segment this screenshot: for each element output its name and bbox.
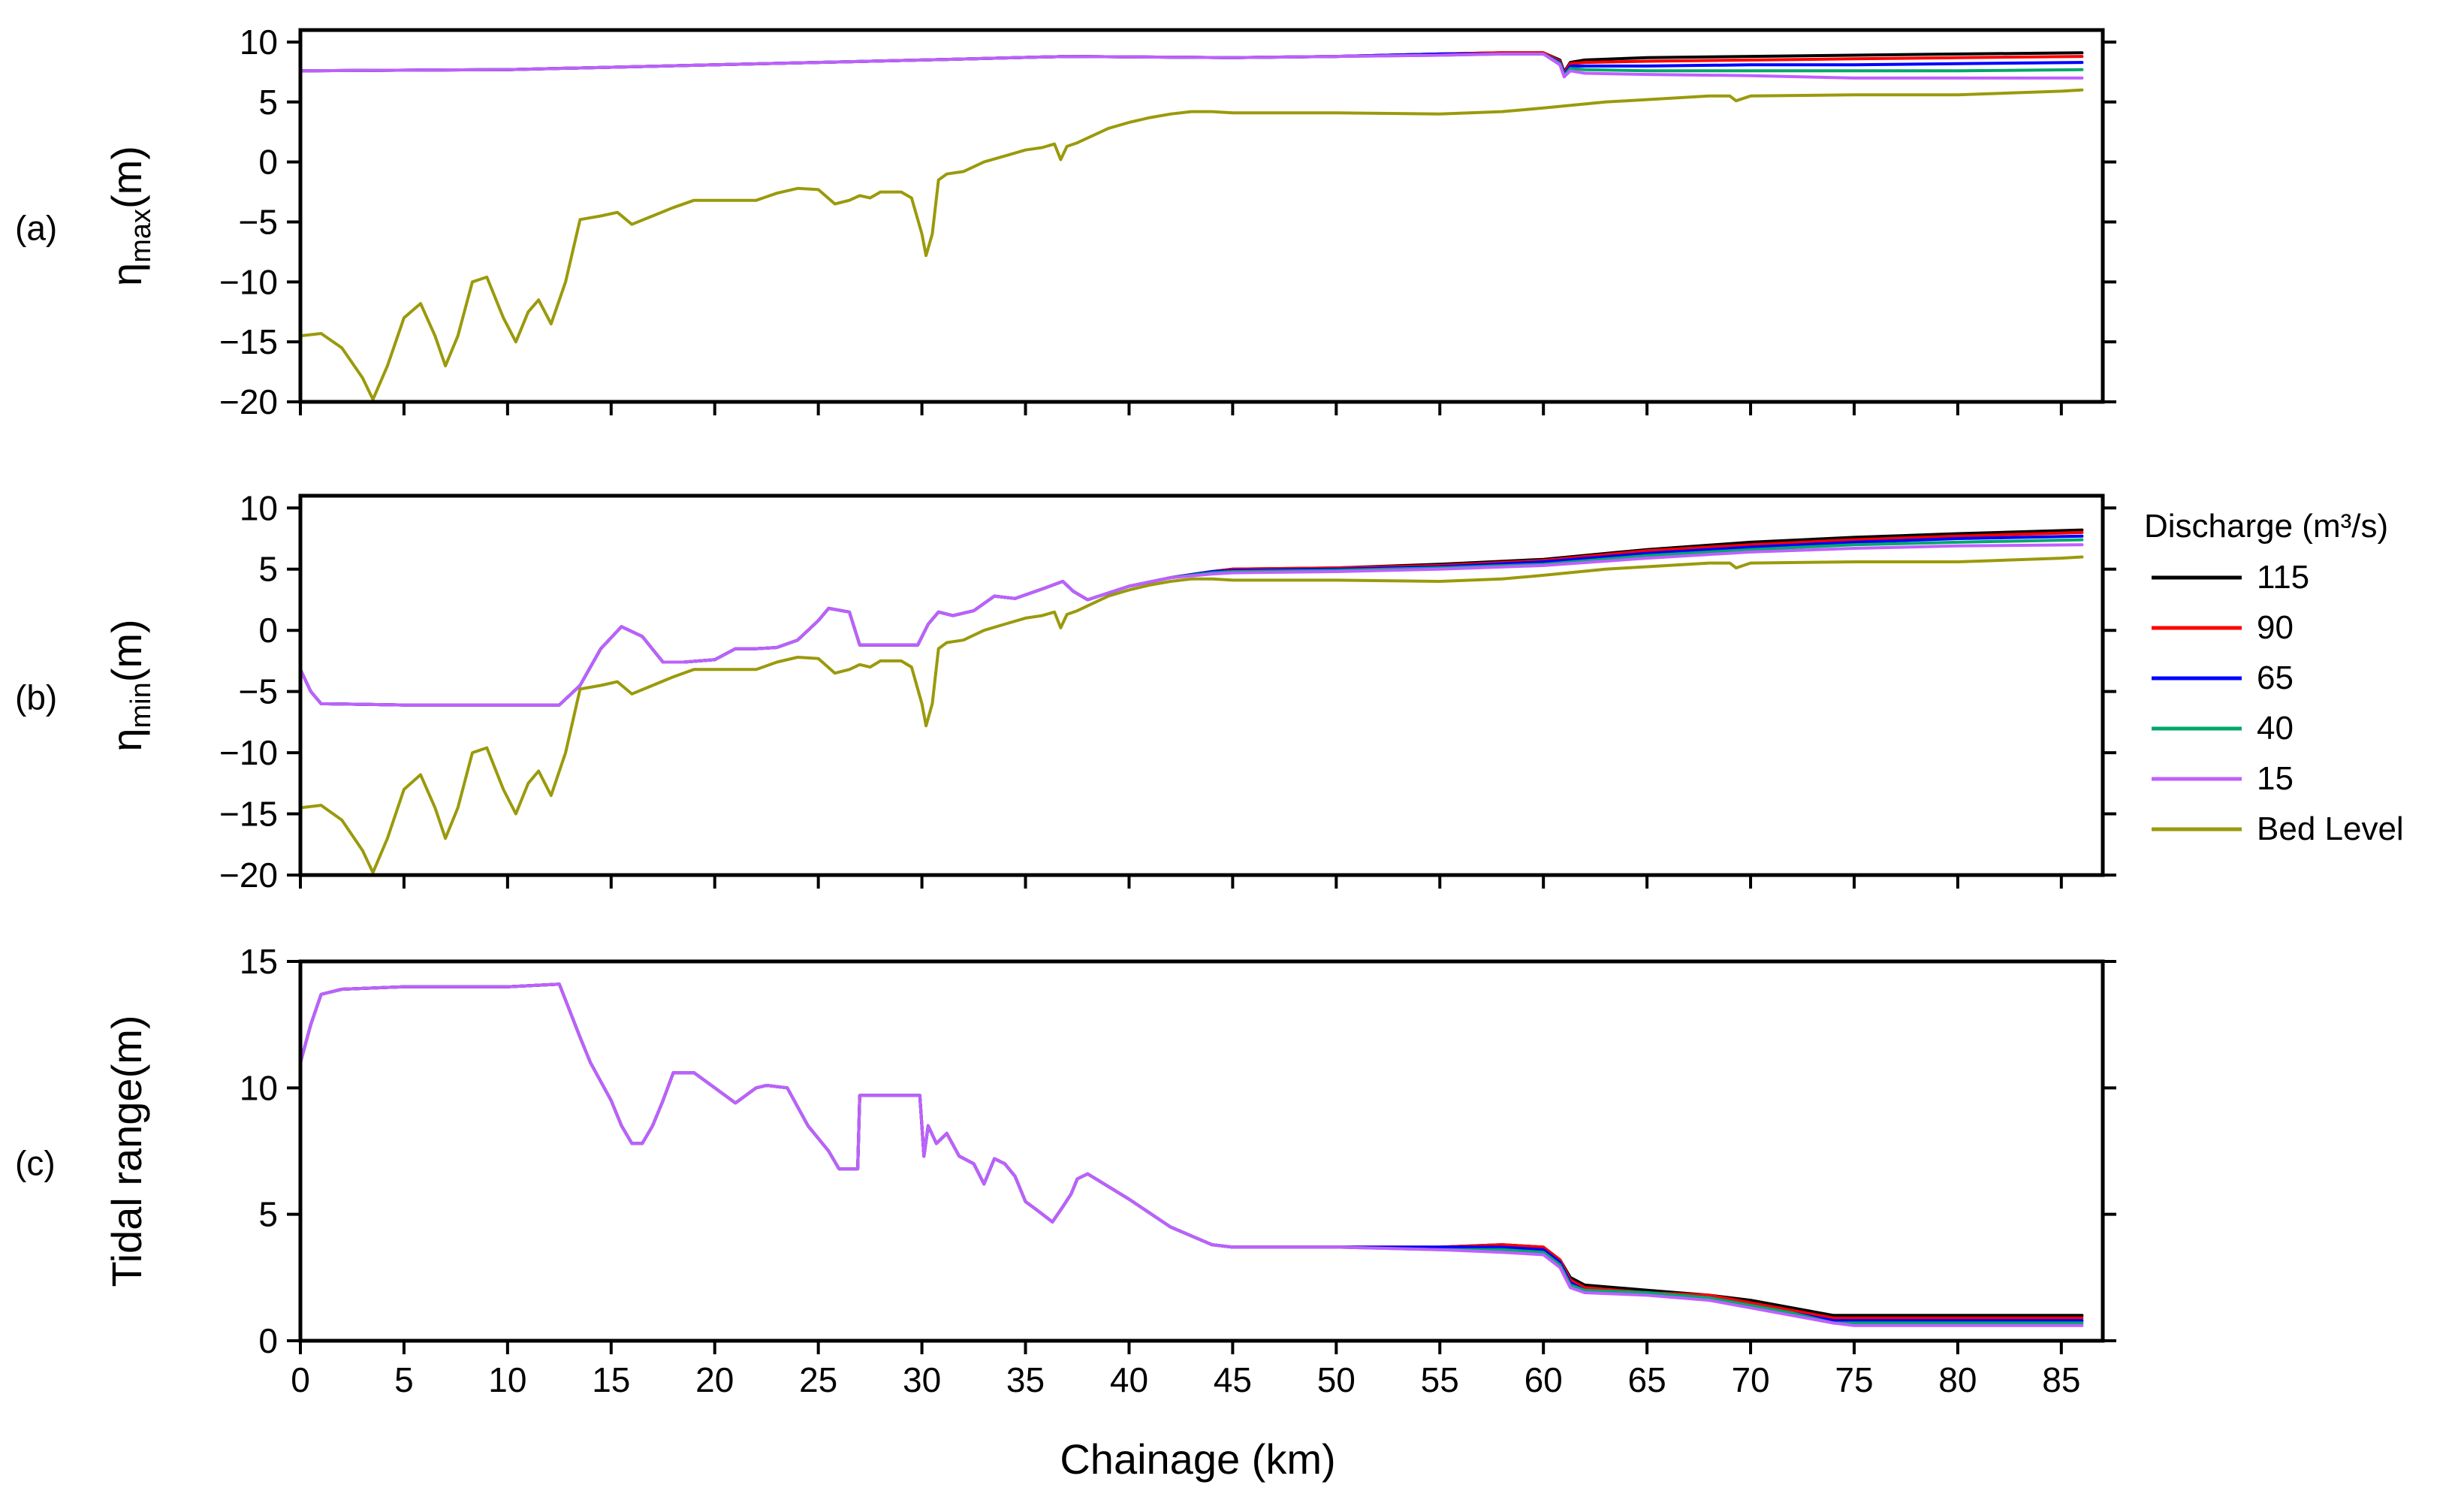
x-tick-label: 40	[1110, 1360, 1148, 1399]
y-axis-title: Tidal range(m)	[103, 1015, 150, 1287]
x-tick-label: 5	[394, 1360, 414, 1399]
y-tick-label: −15	[219, 322, 278, 361]
y-tick-label: 10	[240, 1068, 278, 1107]
panel-label: (c)	[15, 1144, 56, 1183]
y-tick-label: 10	[240, 488, 278, 527]
y-tick-label: −15	[219, 795, 278, 834]
y-tick-label: 10	[240, 23, 278, 62]
legend-label: 115	[2257, 559, 2309, 596]
y-tick-label: 5	[258, 83, 278, 122]
x-tick-label: 65	[1628, 1360, 1666, 1399]
legend-label: 65	[2257, 659, 2294, 696]
series-line-15	[300, 982, 2084, 1327]
y-axis-title: ηmax(m)	[103, 146, 157, 286]
panel-label: (b)	[15, 678, 57, 717]
y-tick-label: −5	[239, 672, 278, 711]
series-lines	[300, 528, 2084, 874]
legend-title: Discharge (m³/s)	[2144, 508, 2388, 545]
y-tick-label: 5	[258, 550, 278, 589]
series-line-15	[300, 52, 2084, 80]
x-tick-label: 60	[1525, 1360, 1563, 1399]
legend: Discharge (m³/s) 115 90 65 40 15 Bed Level	[2144, 508, 2404, 847]
y-tick-label: −20	[219, 856, 278, 895]
panel-3: 0 5 10 15 0 5 10 15 20 25 30 35 40 45 50 55 60 65 70 75 80 85…	[15, 942, 2116, 1399]
x-tick-label: 45	[1214, 1360, 1252, 1399]
y-tick-label: 5	[258, 1195, 278, 1234]
plot-frame	[298, 493, 2105, 877]
x-axis-title: Chainage (km)	[1060, 1435, 1335, 1483]
x-tick-label: 15	[592, 1360, 630, 1399]
y-tick-label: 0	[258, 1321, 278, 1360]
plot-frame	[298, 959, 2105, 1343]
x-tick-label: 75	[1835, 1360, 1873, 1399]
y-tick-label: 15	[240, 942, 278, 981]
series-line-15	[300, 543, 2084, 707]
series-line-bed-level	[300, 88, 2084, 401]
x-tick-label: 85	[2042, 1360, 2080, 1399]
chart-panels: −20 −15 −10 −5 0 5 10 (a) ηmax(m) −20 −15 −10 −5 0 5 10…	[15, 23, 2116, 1399]
panel-label: (a)	[15, 209, 57, 248]
series-line-bed-level	[300, 555, 2084, 874]
x-tick-label: 10	[488, 1360, 526, 1399]
x-tick-label: 0	[291, 1360, 310, 1399]
series-lines	[300, 982, 2084, 1327]
panel-2: −20 −15 −10 −5 0 5 10 (b) ηmin(m)	[15, 488, 2116, 895]
x-tick-label: 20	[695, 1360, 734, 1399]
x-tick-label: 30	[903, 1360, 941, 1399]
y-tick-label: −20	[219, 382, 278, 421]
legend-label: 40	[2257, 710, 2294, 747]
x-tick-label: 35	[1006, 1360, 1045, 1399]
x-tick-label: 50	[1317, 1360, 1356, 1399]
panel-1: −20 −15 −10 −5 0 5 10 (a) ηmax(m)	[15, 23, 2116, 421]
y-tick-label: −10	[219, 262, 278, 301]
legend-label: 90	[2257, 609, 2294, 646]
x-tick-label: 25	[799, 1360, 837, 1399]
legend-label: Bed Level	[2257, 810, 2404, 847]
x-tick-label: 55	[1421, 1360, 1459, 1399]
y-axis-title: ηmin(m)	[103, 619, 157, 751]
series-lines	[300, 51, 2084, 401]
y-tick-label: −10	[219, 733, 278, 772]
legend-label: 15	[2257, 760, 2294, 797]
y-tick-label: −5	[239, 202, 278, 241]
x-tick-label: 80	[1938, 1360, 1977, 1399]
y-tick-label: 0	[258, 143, 278, 182]
x-tick-label: 70	[1731, 1360, 1769, 1399]
plot-frame	[298, 28, 2105, 404]
y-tick-label: 0	[258, 611, 278, 650]
